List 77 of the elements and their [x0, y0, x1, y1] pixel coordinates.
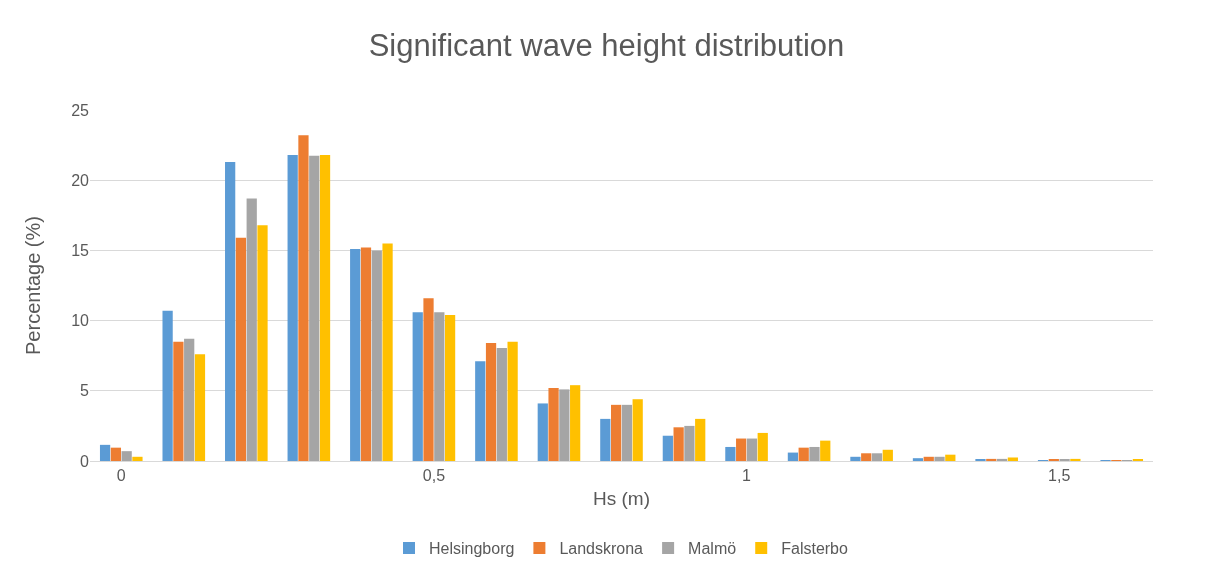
bar: [537, 403, 548, 461]
bar: [412, 312, 423, 461]
bar: [871, 453, 883, 461]
y-tick-label: 15: [71, 242, 90, 259]
bar: [298, 135, 309, 461]
bar: [850, 456, 861, 461]
bar: [173, 341, 184, 461]
bar: [600, 418, 611, 461]
bar: [257, 225, 268, 461]
y-tick-label: 0: [80, 452, 90, 470]
bar: [923, 456, 934, 461]
bar: [746, 438, 758, 461]
bar: [309, 155, 320, 461]
y-tick-label: 20: [71, 171, 90, 189]
bar: [423, 298, 434, 461]
bar: [162, 310, 173, 461]
bar: [444, 314, 456, 461]
bar: [287, 154, 298, 461]
x-tick-label: 0: [116, 467, 126, 485]
bar: [434, 312, 445, 461]
bar: [945, 454, 956, 461]
bar: [570, 385, 581, 461]
bar: [1070, 458, 1081, 461]
bar: [820, 440, 831, 461]
bar: [809, 446, 820, 461]
bar: [986, 458, 997, 461]
bar: [621, 404, 633, 461]
bar: [319, 154, 331, 461]
bar: [559, 389, 570, 461]
x-tick-label: 1,5: [1048, 467, 1071, 485]
chart-title: Significant wave height distribution: [368, 28, 845, 64]
y-axis-title: Percentage (%): [22, 216, 44, 355]
bar: [798, 447, 809, 461]
bar: [1007, 457, 1018, 461]
bar: [225, 161, 236, 461]
bar: [695, 418, 706, 461]
bar: [934, 456, 945, 461]
bar: [246, 198, 257, 461]
y-tick-label: 5: [80, 382, 90, 400]
bar: [184, 338, 195, 461]
bar: [996, 458, 1008, 461]
legend-label: Malmö: [688, 540, 737, 558]
bar: [662, 435, 673, 461]
legend-label: Landskrona: [559, 540, 644, 558]
bar: [882, 449, 893, 461]
bar: [496, 347, 507, 461]
legend-label: Helsingborg: [429, 540, 515, 558]
bar: [507, 341, 518, 461]
bar: [371, 250, 382, 461]
x-tick-label: 1: [742, 467, 752, 485]
bar: [548, 387, 559, 461]
bar: [475, 361, 486, 461]
x-tick-label: 0,5: [422, 467, 446, 485]
bar: [861, 453, 872, 461]
bar: [485, 343, 497, 461]
y-tick-label: 10: [71, 312, 90, 330]
y-tick-label: 25: [71, 101, 90, 119]
legend-label: Falsterbo: [781, 540, 849, 558]
bar: [350, 249, 361, 461]
bar: [235, 237, 247, 461]
bar: [382, 243, 393, 461]
bar: [725, 446, 736, 461]
bar: [110, 447, 121, 461]
bar: [99, 444, 111, 461]
bar: [736, 438, 747, 461]
x-axis-title: Hs (m): [593, 488, 650, 509]
bar: [912, 458, 924, 461]
bar: [610, 404, 622, 461]
bar: [632, 399, 643, 461]
bar: [684, 425, 695, 461]
bar: [757, 432, 768, 461]
bar: [121, 451, 132, 461]
bar: [787, 452, 799, 461]
bar: [360, 247, 372, 461]
bar: [132, 456, 143, 461]
bar: [194, 354, 206, 461]
bar: [673, 427, 684, 461]
